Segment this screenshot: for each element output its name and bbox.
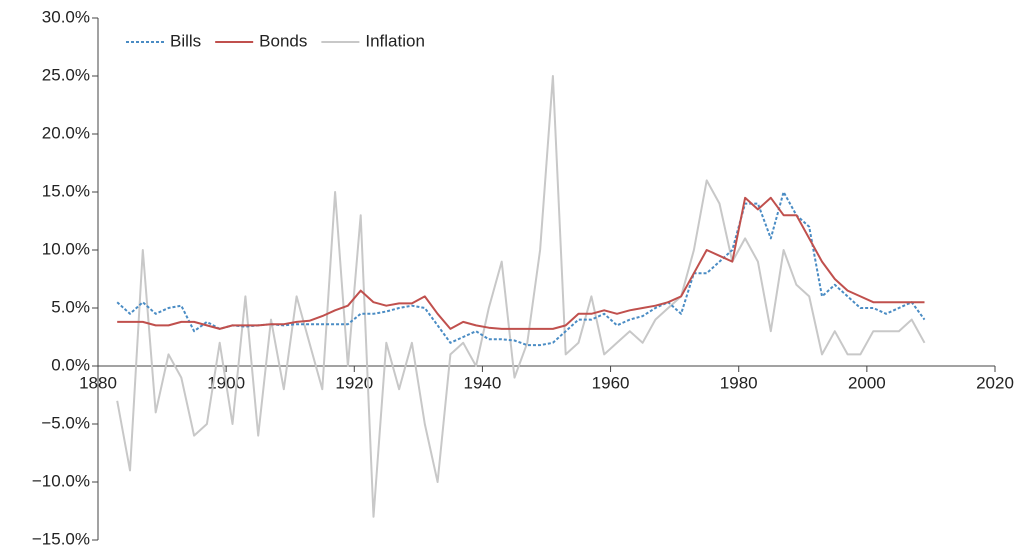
legend-label: Bonds <box>259 31 307 50</box>
y-tick-label: −15.0% <box>32 529 90 547</box>
y-tick-label: 25.0% <box>42 65 90 84</box>
y-tick-label: 30.0% <box>42 7 90 26</box>
x-tick-label: 1960 <box>592 373 630 392</box>
x-tick-label: 1880 <box>79 373 117 392</box>
y-tick-label: 20.0% <box>42 123 90 142</box>
x-tick-label: 2000 <box>848 373 886 392</box>
legend-label: Inflation <box>365 31 425 50</box>
x-tick-label: 1920 <box>335 373 373 392</box>
y-tick-label: 15.0% <box>42 181 90 200</box>
y-tick-label: 0.0% <box>51 355 90 374</box>
x-tick-label: 1940 <box>464 373 502 392</box>
line-bonds <box>117 196 925 330</box>
line-bills <box>116 191 926 347</box>
x-tick-label: 2020 <box>976 373 1014 392</box>
legend-label: Bills <box>170 31 201 50</box>
line-inflation <box>116 75 926 518</box>
y-tick-label: 10.0% <box>42 239 90 258</box>
y-tick-label: 5.0% <box>51 297 90 316</box>
y-tick-label: −5.0% <box>41 413 90 432</box>
y-tick-label: −10.0% <box>32 471 90 490</box>
x-tick-label: 1980 <box>720 373 758 392</box>
